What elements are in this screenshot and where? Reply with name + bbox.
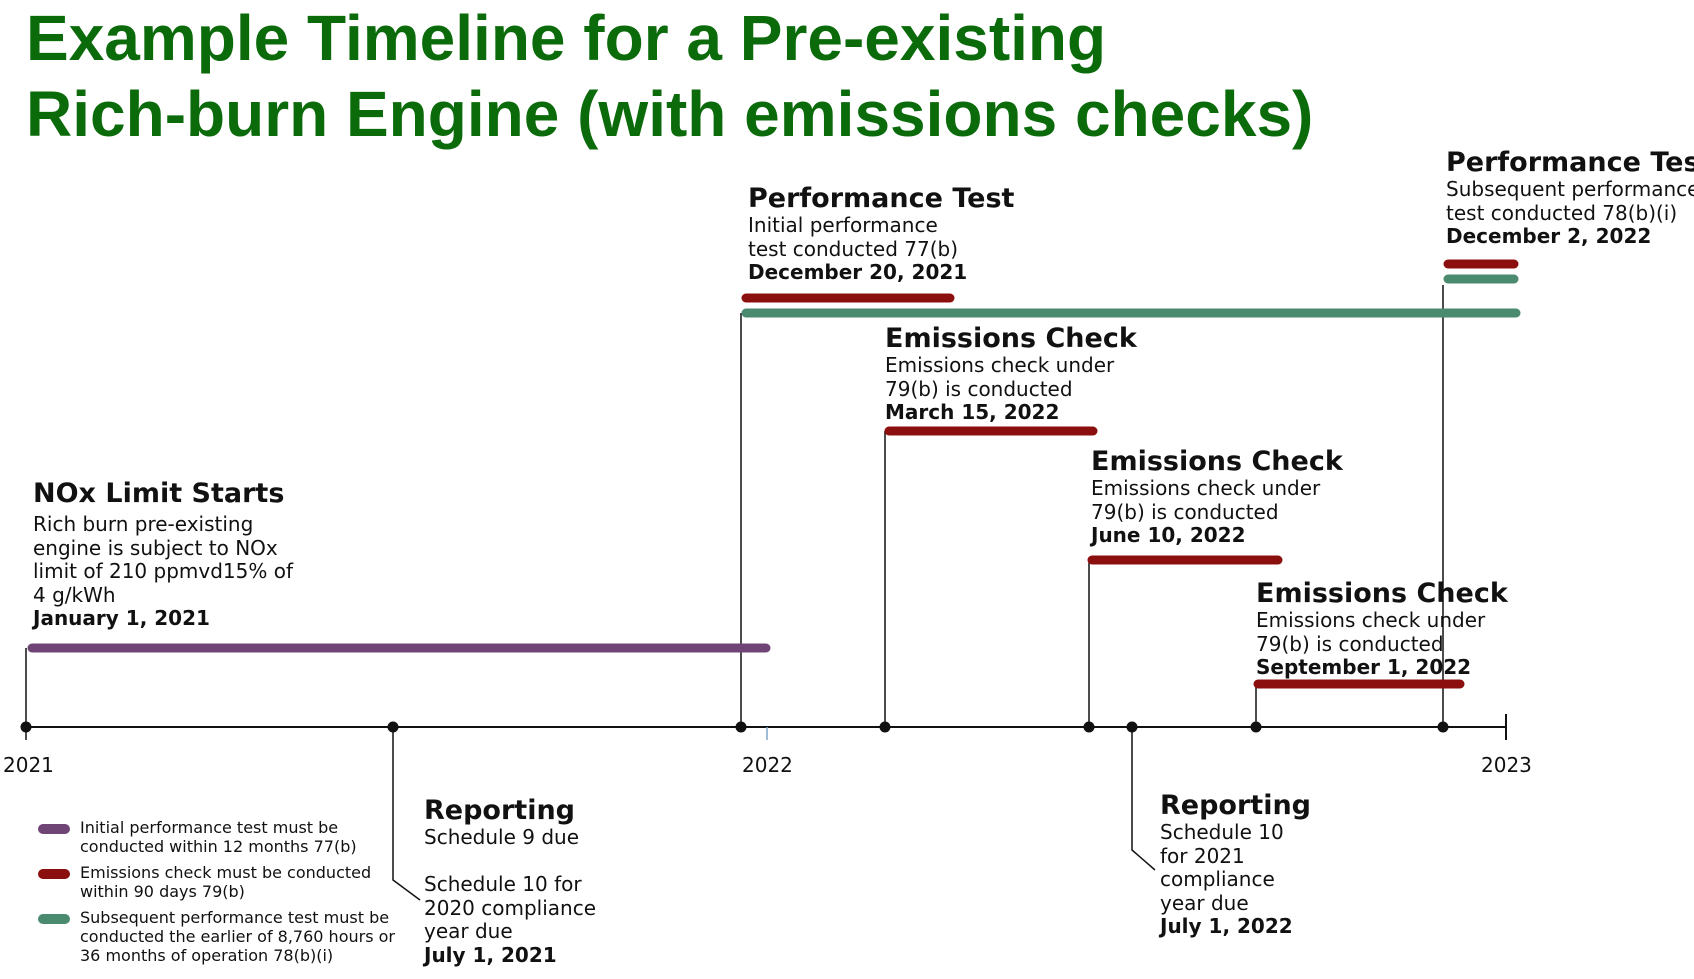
event-text: limit of 210 ppmvd15% of (33, 559, 294, 583)
legend-swatch-green (38, 914, 70, 924)
event-text: Schedule 10 for (424, 872, 582, 896)
marker-jan-2021 (20, 721, 32, 733)
connector-report1 (392, 727, 421, 901)
event-heading: NOx Limit Starts (33, 478, 285, 509)
event-heading: Reporting (424, 795, 576, 826)
legend-label: Initial performance test must be conduct… (80, 818, 357, 856)
event-text: test conducted 78(b)(i) (1446, 200, 1678, 225)
marker-jul-2022 (1126, 721, 1138, 733)
marker-jun-2022 (1083, 721, 1095, 733)
legend-label: Emissions check must be conducted within… (80, 863, 372, 901)
event-heading: Emissions Check (1091, 446, 1343, 477)
event-text: Initial performance (748, 213, 938, 237)
event-text: for 2021 (1160, 843, 1245, 868)
event-text: Subsequent performance (1446, 177, 1694, 201)
title-line-1: Example Timeline for a Pre-existing (26, 2, 1107, 74)
event-text: 2020 compliance (424, 895, 597, 920)
event-emissions-check-3: Emissions Check Emissions check under 79… (1256, 578, 1508, 680)
event-emissions-check-1: Emissions Check Emissions check under 79… (885, 323, 1137, 425)
event-text (424, 850, 596, 874)
event-text: test conducted 77(b) (748, 236, 958, 261)
legend: Initial performance test must be conduct… (38, 818, 418, 972)
legend-item-subsequent-test: Subsequent performance test must be cond… (38, 908, 418, 965)
event-text: engine is subject to NOx (33, 535, 278, 560)
event-date: January 1, 2021 (33, 606, 210, 630)
event-emissions-check-2: Emissions Check Emissions check under 79… (1091, 446, 1343, 548)
event-performance-test-2: Performance Test Subsequent performance … (1446, 147, 1694, 249)
event-heading: Emissions Check (1256, 578, 1508, 609)
event-heading: Emissions Check (885, 323, 1137, 354)
event-text: year due (424, 919, 513, 943)
event-date: July 1, 2022 (1160, 914, 1293, 938)
event-heading: Performance Test (1446, 147, 1694, 178)
event-date: September 1, 2022 (1256, 655, 1472, 679)
title-line-2: Rich-burn Engine (with emissions checks) (26, 78, 1314, 150)
event-text: 79(b) is conducted (1256, 631, 1444, 656)
event-heading: Performance Test (748, 183, 1015, 214)
connector-report2 (1131, 727, 1156, 871)
legend-swatch-red (38, 869, 70, 879)
event-nox-limit: NOx Limit Starts Rich burn pre-existing … (33, 478, 293, 631)
event-text: year due (1160, 890, 1249, 915)
marker-sep-2022 (1250, 721, 1262, 733)
event-text: 4 g/kWh (33, 582, 116, 607)
marker-dec-2021 (735, 721, 747, 733)
event-text: 79(b) is conducted (885, 376, 1073, 401)
event-text: Rich burn pre-existing (33, 512, 254, 536)
page-title: Example Timeline for a Pre-existing Rich… (26, 0, 1313, 152)
tick-label-2022: 2022 (742, 753, 793, 777)
event-text: Emissions check under (885, 353, 1115, 377)
legend-item-emissions-check: Emissions check must be conducted within… (38, 863, 418, 901)
event-text: Emissions check under (1091, 476, 1321, 500)
event-date: December 2, 2022 (1446, 224, 1652, 248)
event-date: December 20, 2021 (748, 260, 968, 284)
marker-jul-2021 (387, 721, 399, 733)
event-date: June 10, 2022 (1091, 523, 1246, 547)
legend-item-initial-test: Initial performance test must be conduct… (38, 818, 418, 856)
event-text: compliance (1160, 867, 1275, 891)
event-date: July 1, 2021 (424, 942, 557, 967)
event-performance-test-1: Performance Test Initial performance tes… (748, 183, 1014, 285)
tick-label-2023: 2023 (1481, 753, 1532, 777)
marker-dec-2022 (1437, 721, 1449, 733)
legend-label: Subsequent performance test must be cond… (80, 908, 395, 965)
event-date: March 15, 2022 (885, 400, 1060, 424)
event-heading: Reporting (1160, 790, 1312, 821)
event-reporting-2: Reporting Schedule 10 for 2021 complianc… (1160, 790, 1311, 939)
legend-swatch-purple (38, 824, 70, 834)
marker-mar-2022 (879, 721, 891, 733)
event-text: Schedule 10 (1160, 820, 1284, 844)
event-text: 79(b) is conducted (1091, 499, 1279, 524)
event-text: Schedule 9 due (424, 825, 580, 849)
event-text: Emissions check under (1256, 608, 1486, 632)
tick-label-2021: 2021 (3, 753, 54, 777)
event-reporting-1: Reporting Schedule 9 due Schedule 10 for… (424, 795, 596, 967)
